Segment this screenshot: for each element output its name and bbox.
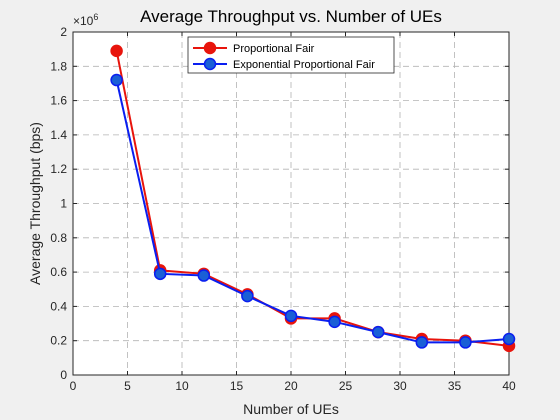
legend: Proportional Fair Exponential Proportiona… bbox=[187, 36, 395, 74]
y-tick-label: 0.4 bbox=[50, 299, 67, 313]
x-tick-label: 5 bbox=[124, 379, 131, 393]
y-axis-label: Average Throughput (bps) bbox=[27, 122, 43, 285]
y-tick-label: 1.8 bbox=[50, 59, 67, 73]
data-point bbox=[197, 269, 211, 282]
legend-marker bbox=[203, 57, 217, 71]
legend-entry: Proportional Fair bbox=[193, 41, 315, 55]
y-tick-label: 0.8 bbox=[50, 231, 67, 245]
data-point bbox=[328, 315, 341, 329]
legend-label: Exponential Proportional Fair bbox=[233, 59, 375, 71]
x-tick-label: 35 bbox=[448, 379, 462, 393]
y-tick-label: 2 bbox=[60, 25, 67, 39]
y-tick-label: 0.2 bbox=[50, 334, 67, 348]
series-line bbox=[115, 79, 510, 344]
x-tick-label: 15 bbox=[230, 379, 244, 393]
legend-box bbox=[187, 36, 395, 74]
axis-ticks: 0 5 10 15 20 25 30 35 40 0 0.2 0.4 0.6 0.8 1 1.2 1.4 1.6 1… bbox=[50, 25, 516, 393]
data-point bbox=[459, 336, 472, 349]
data-point bbox=[153, 267, 167, 281]
legend-entry: Exponential Proportional Fair bbox=[193, 57, 375, 71]
y-tick-label: 0.6 bbox=[50, 265, 67, 279]
series-2 bbox=[110, 73, 516, 349]
data-point bbox=[110, 44, 123, 58]
data-point bbox=[502, 332, 516, 346]
data-point bbox=[241, 289, 254, 303]
y-tick-label: 0 bbox=[60, 368, 67, 382]
y-tick-label: 1.4 bbox=[50, 128, 67, 142]
x-tick-label: 10 bbox=[175, 379, 189, 393]
series-lines bbox=[110, 44, 516, 353]
y-tick-label: 1.6 bbox=[50, 94, 67, 108]
x-tick-label: 25 bbox=[339, 379, 353, 393]
data-point bbox=[110, 73, 123, 87]
data-point bbox=[415, 336, 429, 349]
y-tick-label: 1.2 bbox=[50, 162, 67, 176]
legend-marker bbox=[203, 41, 217, 55]
chart-title: Average Throughput vs. Number of UEs bbox=[140, 7, 442, 26]
x-tick-label: 30 bbox=[393, 379, 407, 393]
y-exponent-label: ×106 bbox=[73, 12, 98, 28]
grid-lines bbox=[73, 32, 509, 375]
x-axis-label: Number of UEs bbox=[243, 401, 339, 417]
y-tick-label: 1 bbox=[60, 197, 67, 211]
data-point bbox=[284, 309, 298, 323]
x-tick-label: 0 bbox=[70, 379, 77, 393]
x-tick-label: 20 bbox=[284, 379, 298, 393]
legend-label: Proportional Fair bbox=[233, 43, 315, 55]
data-point bbox=[371, 325, 385, 339]
x-tick-label: 40 bbox=[502, 379, 516, 393]
